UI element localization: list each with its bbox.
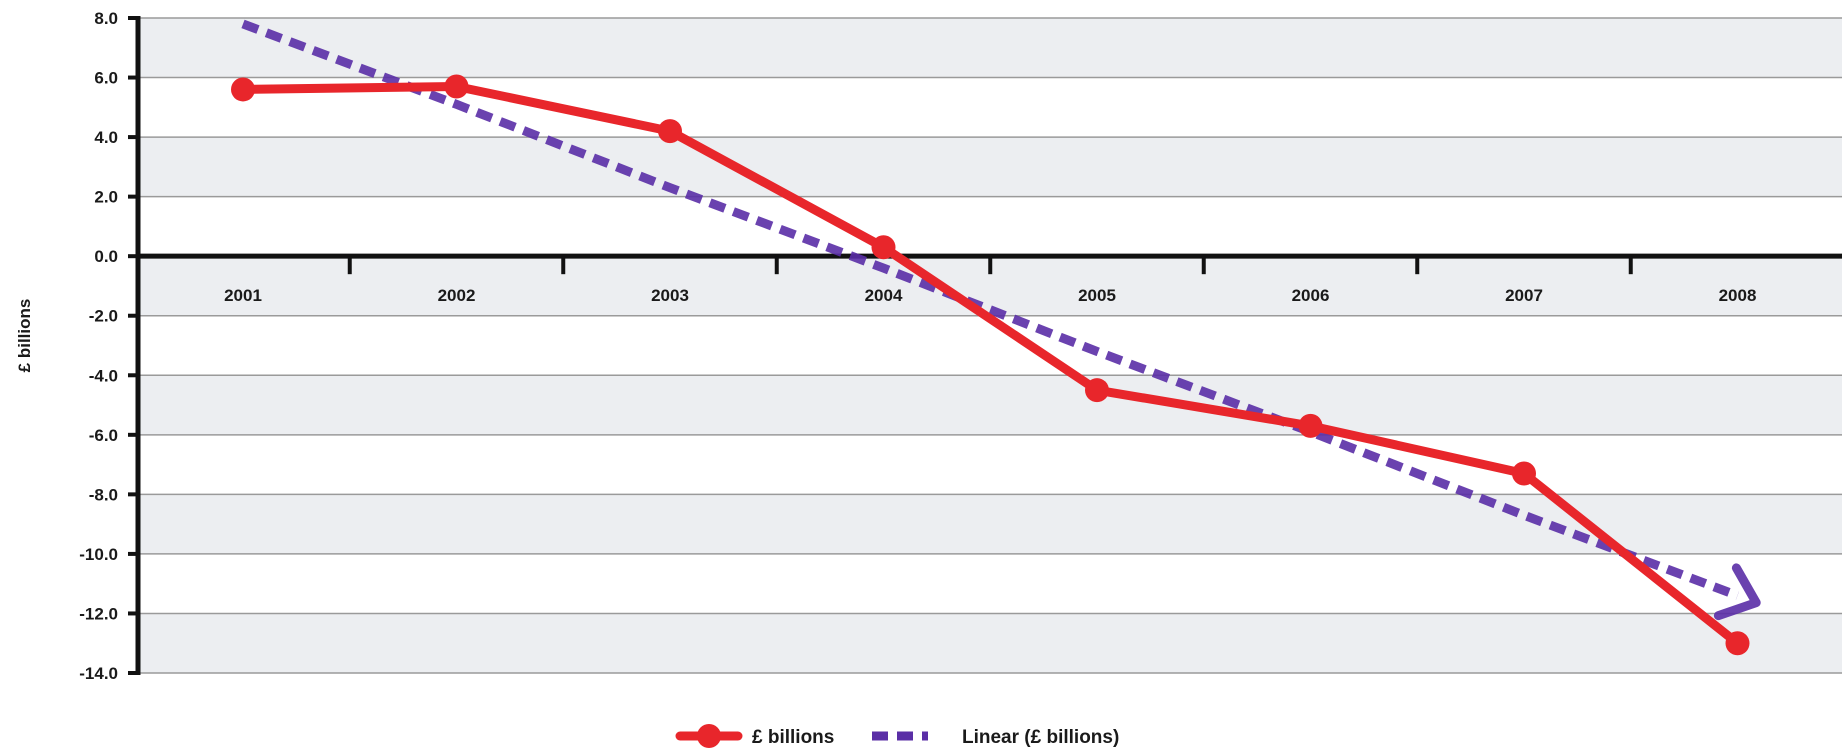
x-tick-label: 2005 xyxy=(1078,286,1116,305)
y-tick-label: -4.0 xyxy=(89,366,118,385)
legend-label: Linear (£ billions) xyxy=(962,727,1119,748)
trend-arrowhead xyxy=(1713,563,1761,621)
legend-label: £ billions xyxy=(752,727,834,748)
data-point xyxy=(1512,461,1536,486)
data-point xyxy=(1085,378,1109,403)
y-axis-title: £ billions xyxy=(15,299,34,373)
y-tick-label: -8.0 xyxy=(89,485,118,504)
y-tick-label: -12.0 xyxy=(79,604,118,623)
y-tick-label: 8.0 xyxy=(94,9,118,28)
grid-band xyxy=(138,375,1842,435)
grid-band xyxy=(138,18,1842,78)
y-tick-label: 0.0 xyxy=(94,247,118,266)
series-layer xyxy=(231,19,1761,656)
grid-bands xyxy=(138,18,1842,673)
y-tick-label: 2.0 xyxy=(94,188,118,207)
y-tick-label: -6.0 xyxy=(89,426,118,445)
x-tick-label: 2008 xyxy=(1719,286,1757,305)
y-tick-label: -14.0 xyxy=(79,664,118,683)
series-line xyxy=(238,81,1742,648)
data-point xyxy=(1298,413,1323,438)
y-axis: 8.0 6.0 4.0 2.0 0.0 -2.0 -4.0 -6.0 -8.0 -10.0 -12.… xyxy=(79,9,141,683)
x-axis: 2001 2002 2003 2004 2005 2006 2007 2008 xyxy=(138,253,1842,305)
grid-band xyxy=(138,137,1842,197)
data-point xyxy=(658,119,682,144)
data-point xyxy=(1725,631,1750,656)
data-point xyxy=(444,74,469,99)
x-tick-label: 2006 xyxy=(1292,286,1330,305)
data-point xyxy=(871,235,896,260)
x-tick-label: 2002 xyxy=(438,286,476,305)
grid-band xyxy=(138,613,1842,673)
x-tick-label: 2001 xyxy=(224,286,262,305)
y-tick-label: -2.0 xyxy=(89,307,118,326)
x-tick-label: 2003 xyxy=(651,286,689,305)
y-tick-label: -10.0 xyxy=(79,545,118,564)
legend: £ billions Linear (£ billions) xyxy=(675,724,1119,748)
legend-swatch-marker xyxy=(697,724,721,748)
trend-line xyxy=(241,19,1740,600)
y-tick-label: 4.0 xyxy=(94,128,118,147)
data-point xyxy=(231,77,255,102)
x-tick-label: 2004 xyxy=(865,286,903,305)
x-tick-label: 2007 xyxy=(1505,286,1543,305)
gridlines xyxy=(138,17,1842,674)
y-tick-label: 6.0 xyxy=(94,69,118,88)
